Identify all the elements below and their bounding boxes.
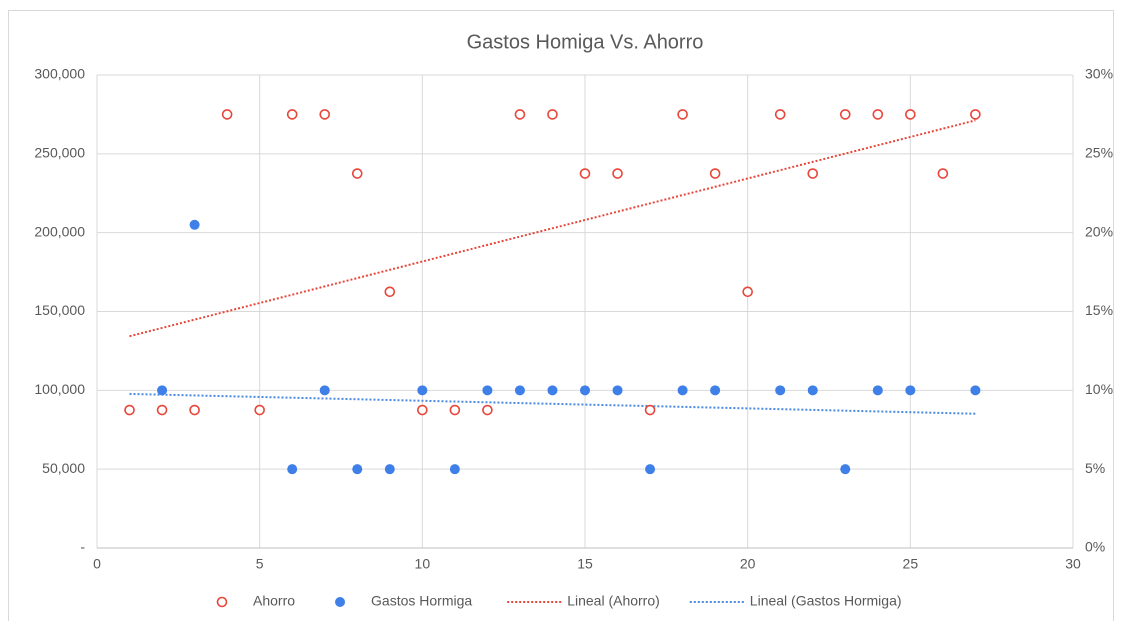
legend-marker bbox=[335, 597, 346, 607]
point bbox=[417, 385, 428, 396]
y2-tick-label: 10% bbox=[1085, 381, 1113, 397]
point bbox=[677, 385, 688, 396]
point bbox=[287, 464, 298, 475]
point bbox=[189, 219, 200, 230]
point bbox=[449, 404, 461, 416]
x-tick-label: 15 bbox=[577, 556, 593, 572]
point bbox=[351, 168, 363, 179]
point bbox=[645, 464, 656, 475]
point bbox=[580, 385, 590, 396]
y-tick-label: 250,000 bbox=[34, 145, 85, 161]
x-tick-label: 25 bbox=[903, 556, 919, 572]
point bbox=[840, 464, 851, 475]
point bbox=[807, 168, 819, 179]
point bbox=[905, 109, 916, 120]
point bbox=[319, 109, 331, 120]
point bbox=[254, 404, 265, 416]
y-tick-label: 300,000 bbox=[34, 66, 85, 82]
y-tick-label: - bbox=[80, 539, 85, 555]
point bbox=[482, 404, 493, 416]
chart-frame bbox=[8, 10, 1114, 621]
point bbox=[774, 109, 786, 120]
point bbox=[775, 385, 786, 396]
x-tick-label: 20 bbox=[740, 556, 756, 572]
point bbox=[482, 385, 493, 396]
legend-label: Gastos Hormiga bbox=[371, 593, 472, 609]
trendline bbox=[129, 119, 976, 338]
point bbox=[872, 385, 883, 396]
legend-label: Ahorro bbox=[253, 593, 295, 609]
point bbox=[839, 109, 851, 120]
y-tick-label: 150,000 bbox=[34, 302, 85, 318]
point bbox=[384, 464, 395, 475]
point bbox=[742, 286, 753, 298]
y2-tick-label: 25% bbox=[1085, 145, 1113, 161]
point bbox=[710, 385, 721, 396]
x-tick-label: 30 bbox=[1065, 556, 1081, 572]
trendline bbox=[129, 392, 976, 415]
point bbox=[970, 109, 981, 120]
point bbox=[612, 168, 623, 179]
y2-tick-label: 20% bbox=[1085, 223, 1113, 239]
point bbox=[124, 404, 135, 416]
x-tick-label: 0 bbox=[93, 556, 101, 572]
legend-label: Lineal (Ahorro) bbox=[567, 593, 660, 609]
x-tick-label: 10 bbox=[415, 556, 431, 572]
point bbox=[352, 464, 363, 475]
y-tick-label: 100,000 bbox=[34, 381, 85, 397]
y2-tick-label: 30% bbox=[1085, 66, 1113, 82]
point bbox=[677, 109, 688, 120]
point bbox=[157, 385, 168, 396]
y2-tick-label: 5% bbox=[1085, 460, 1105, 476]
point bbox=[514, 109, 526, 120]
point bbox=[189, 404, 200, 416]
point bbox=[709, 168, 721, 179]
point bbox=[449, 464, 460, 475]
point bbox=[547, 109, 558, 120]
point bbox=[221, 109, 233, 120]
point bbox=[872, 109, 884, 120]
point bbox=[514, 385, 525, 396]
point bbox=[384, 286, 396, 298]
y-tick-label: 50,000 bbox=[42, 460, 85, 476]
y2-tick-label: 0% bbox=[1085, 539, 1105, 555]
point bbox=[644, 404, 656, 416]
point bbox=[937, 168, 949, 179]
point bbox=[156, 404, 168, 416]
legend-label: Lineal (Gastos Hormiga) bbox=[750, 593, 902, 609]
point bbox=[417, 404, 428, 416]
point bbox=[970, 385, 981, 396]
legend-marker bbox=[216, 596, 228, 608]
point bbox=[286, 109, 298, 120]
y2-tick-label: 15% bbox=[1085, 302, 1113, 318]
x-tick-label: 5 bbox=[256, 556, 264, 572]
point bbox=[319, 385, 330, 396]
point bbox=[807, 385, 818, 396]
point bbox=[612, 385, 623, 396]
point bbox=[579, 168, 591, 179]
point bbox=[547, 385, 558, 396]
chart-title: Gastos Homiga Vs. Ahorro bbox=[467, 31, 704, 53]
y-tick-label: 200,000 bbox=[34, 223, 85, 239]
point bbox=[905, 385, 916, 396]
